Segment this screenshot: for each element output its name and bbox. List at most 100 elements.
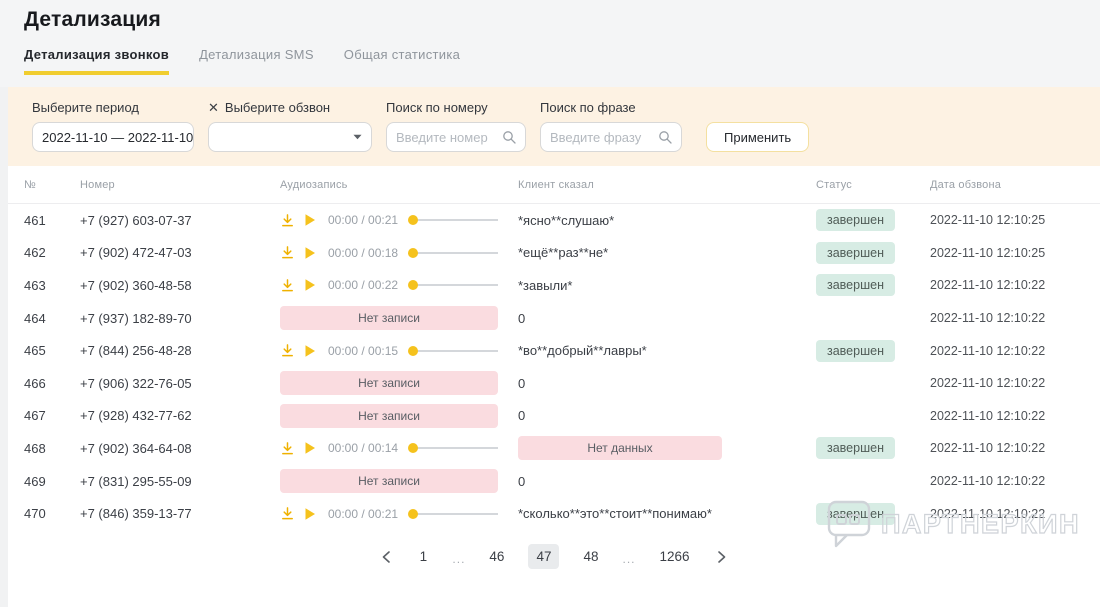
phone-number: +7 (927) 603-07-37 <box>80 212 192 228</box>
table-header-row: № Номер Аудиозапись Клиент сказал Статус… <box>8 166 1100 204</box>
download-icon[interactable] <box>280 213 295 228</box>
play-icon[interactable] <box>304 246 316 260</box>
tab-2[interactable]: Детализация SMS <box>199 47 314 62</box>
number-search-label: Поиск по номеру <box>386 100 488 115</box>
status-badge: завершен <box>816 339 895 362</box>
period-input[interactable]: 2022-11-10 — 2022-11-10 <box>32 122 194 152</box>
period-label: Выберите период <box>32 100 139 115</box>
page-button-1[interactable]: 1 <box>419 549 428 564</box>
play-icon[interactable] <box>304 344 316 358</box>
filter-bar: Выберите период 2022-11-10 — 2022-11-10 … <box>8 87 1100 166</box>
audio-progress-slider[interactable] <box>408 443 498 454</box>
call-date: 2022-11-10 12:10:22 <box>930 311 1046 326</box>
no-record-badge: Нет записи <box>280 403 498 428</box>
audio-player: 00:00 / 00:21 <box>280 506 498 521</box>
audio-cell: 00:00 / 00:21 <box>280 497 498 530</box>
client-said-text: 0 <box>518 408 526 424</box>
audio-progress-slider[interactable] <box>408 345 498 356</box>
top-header: Детализация Детализация звонков Детализац… <box>0 0 1100 87</box>
table-row: 464 +7 (937) 182-89-70 Нет записи 0 2022-11-… <box>8 302 1100 335</box>
page-left-gutter <box>0 0 8 607</box>
table-row: 469 +7 (831) 295-55-09 Нет записи 0 2022-11-… <box>8 465 1100 498</box>
audio-progress-slider[interactable] <box>408 280 498 291</box>
chevron-right-icon <box>717 550 725 563</box>
row-number: 464 <box>24 310 46 326</box>
call-date: 2022-11-10 12:10:22 <box>930 441 1046 456</box>
phrase-search-placeholder: Введите фразу <box>550 129 642 145</box>
row-number: 461 <box>24 212 46 228</box>
slider-track <box>413 349 498 352</box>
phrase-search-input[interactable]: Введите фразу <box>540 122 682 152</box>
slider-track <box>413 284 498 287</box>
audio-cell: 00:00 / 00:21 <box>280 204 498 237</box>
audio-cell: Нет записи <box>280 400 498 433</box>
play-icon[interactable] <box>304 213 316 227</box>
pagination-prev-button[interactable] <box>378 547 394 567</box>
audio-progress-slider[interactable] <box>408 247 498 258</box>
slider-knob[interactable] <box>408 443 419 454</box>
pagination: 1... 46 47 48... 1266 <box>8 544 1100 569</box>
audio-progress-slider[interactable] <box>408 508 498 519</box>
col-number-header: № <box>24 178 37 191</box>
play-icon[interactable] <box>304 441 316 455</box>
audio-time-label: 00:00 / 00:14 <box>328 441 399 456</box>
slider-knob[interactable] <box>408 280 419 291</box>
pagination-next-button[interactable] <box>714 547 730 567</box>
call-date: 2022-11-10 12:10:22 <box>930 278 1046 293</box>
page-button-46[interactable]: 46 <box>489 549 505 564</box>
phone-number: +7 (902) 364-64-08 <box>80 440 192 456</box>
row-number: 463 <box>24 277 46 293</box>
client-cell: 0 <box>518 400 808 433</box>
table-row: 470 +7 (846) 359-13-77 00:00 / 00:21 *сколь… <box>8 497 1100 530</box>
download-icon[interactable] <box>280 278 295 293</box>
slider-knob[interactable] <box>408 345 419 356</box>
page-button-1266[interactable]: 1266 <box>659 549 690 564</box>
play-icon[interactable] <box>304 278 316 292</box>
col-client-header: Клиент сказал <box>518 178 594 191</box>
audio-time-label: 00:00 / 00:15 <box>328 343 399 358</box>
number-search-group: Поиск по номеру Введите номер <box>386 100 526 152</box>
phone-number: +7 (937) 182-89-70 <box>80 310 192 326</box>
page-title: Детализация <box>24 8 161 31</box>
page-button-48[interactable]: 48 <box>583 549 599 564</box>
audio-progress-slider[interactable] <box>408 215 498 226</box>
no-record-badge: Нет записи <box>280 306 498 331</box>
download-icon[interactable] <box>280 245 295 260</box>
audio-player: 00:00 / 00:14 <box>280 441 498 456</box>
play-icon[interactable] <box>304 507 316 521</box>
slider-knob[interactable] <box>408 508 419 519</box>
audio-time-label: 00:00 / 00:21 <box>328 506 399 521</box>
client-cell: *сколько**это**стоит**понимаю* <box>518 497 808 530</box>
audio-cell: 00:00 / 00:14 <box>280 432 498 465</box>
table-row: 461 +7 (927) 603-07-37 00:00 / 00:21 *ясно*… <box>8 204 1100 237</box>
audio-cell: 00:00 / 00:15 <box>280 334 498 367</box>
page-button-47[interactable]: 47 <box>528 544 560 569</box>
search-icon <box>659 131 672 144</box>
number-search-input[interactable]: Введите номер <box>386 122 526 152</box>
download-icon[interactable] <box>280 343 295 358</box>
slider-track <box>413 219 498 222</box>
download-icon[interactable] <box>280 441 295 456</box>
status-cell: завершен <box>816 204 920 237</box>
tab-1[interactable]: Детализация звонков <box>24 47 170 75</box>
download-icon[interactable] <box>280 506 295 521</box>
col-audio-header: Аудиозапись <box>280 178 348 191</box>
slider-knob[interactable] <box>408 215 419 226</box>
tab-3[interactable]: Общая статистика <box>343 47 461 62</box>
apply-button[interactable]: Применить <box>706 122 810 152</box>
slider-knob[interactable] <box>408 247 419 258</box>
call-date: 2022-11-10 12:10:22 <box>930 474 1046 489</box>
audio-cell: Нет записи <box>280 367 498 400</box>
client-cell: 0 <box>518 367 808 400</box>
audio-player: 00:00 / 00:15 <box>280 343 498 358</box>
period-value: 2022-11-10 — 2022-11-10 <box>42 129 194 145</box>
table-row: 468 +7 (902) 364-64-08 00:00 / 00:14 Нет да… <box>8 432 1100 465</box>
phone-number: +7 (928) 432-77-62 <box>80 408 192 424</box>
clear-icon[interactable]: ✕ <box>208 100 219 115</box>
status-badge: завершен <box>816 241 895 264</box>
phone-number: +7 (846) 359-13-77 <box>80 506 192 522</box>
call-date: 2022-11-10 12:10:25 <box>930 213 1046 228</box>
table-row: 463 +7 (902) 360-48-58 00:00 / 00:22 *завыл… <box>8 269 1100 302</box>
campaign-select[interactable] <box>208 122 372 152</box>
status-cell: завершен <box>816 237 920 270</box>
